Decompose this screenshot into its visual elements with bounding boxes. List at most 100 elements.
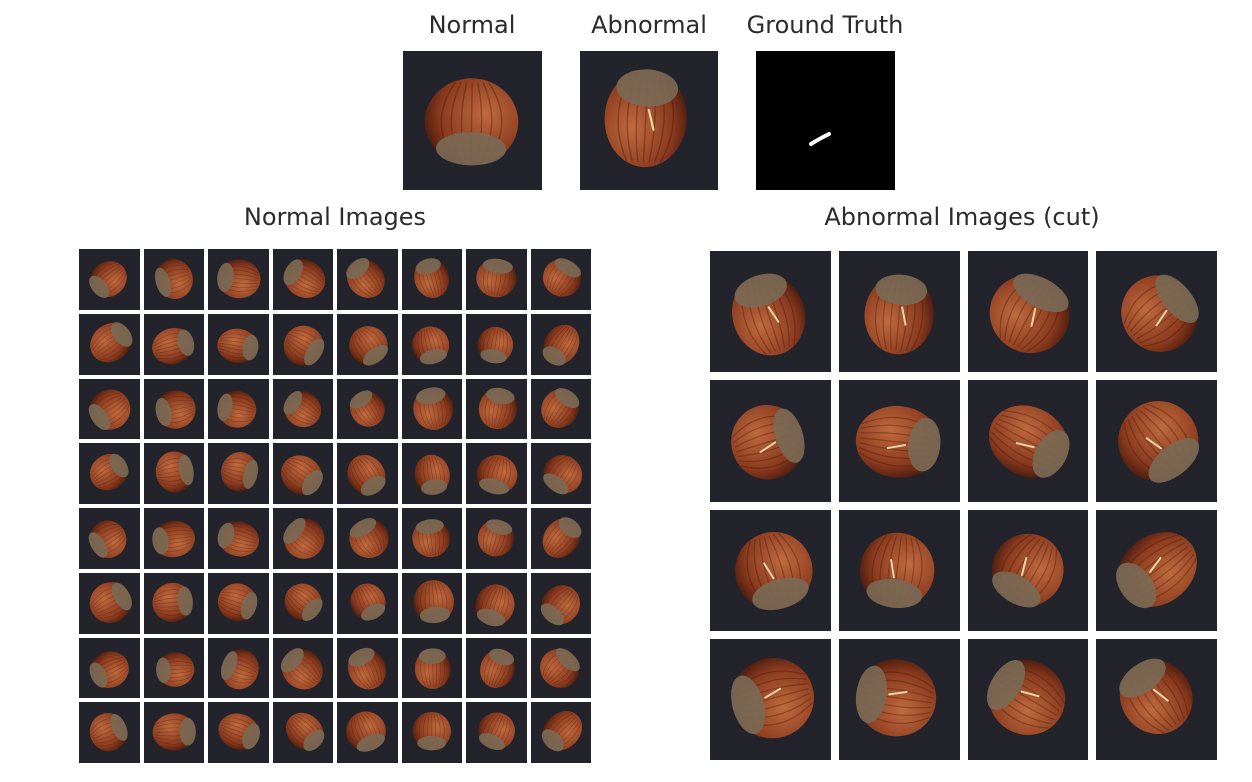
normal-grid-image [337,249,398,310]
abnormal-grid-hazelnut-svg [986,659,1065,735]
abnormal-grid-image [710,509,831,631]
abnormal-grid-image [838,638,960,760]
normal-grid-hazelnut-svg [280,647,323,689]
normal-grid-hazelnut-svg [151,327,194,364]
normal-grid-image [79,378,140,440]
abnormal-grid-hazelnut-svg [1119,658,1193,734]
normal-grid-hazelnut-svg [221,452,259,492]
normal-grid-hazelnut-svg [217,583,258,621]
abnormal-grid-hazelnut-svg [989,273,1070,354]
normal-grid-hazelnut-svg [414,647,451,689]
normal-grid-hazelnut-svg [154,258,193,300]
normal-grid-hazelnut-svg [412,712,451,751]
normal-grid-hazelnut-svg [478,712,516,751]
normal-grid-hazelnut-svg [88,520,127,558]
normal-grid-image [272,313,333,375]
normal-grid-image [337,443,398,504]
hazelnut-abnormal-svg [604,69,687,168]
normal-grid-image [79,702,140,763]
normal-grid-image [530,249,591,310]
abnormal-grid-image [1096,638,1217,760]
abnormal-grid-hazelnut-svg [859,532,935,608]
normal-grid-image [530,572,591,634]
normal-grid-hazelnut-svg [218,713,261,751]
defect-mask-svg [756,51,895,190]
normal-grid-hazelnut-svg [411,326,449,364]
abnormal-grid-image [967,251,1089,373]
normal-grid-hazelnut-svg [346,711,386,752]
normal-grid-image [143,313,204,375]
abnormal-grid-image [967,509,1089,631]
normal-grid-image [466,702,527,763]
normal-grid-image [143,249,204,310]
normal-grid-image [79,637,140,699]
normal-grid-image [337,637,398,699]
normal-grid-hazelnut-svg [89,453,129,491]
normal-images-title: Normal Images [243,203,427,231]
abnormal-grid-hazelnut-svg [732,273,806,356]
normal-grid-hazelnut-svg [282,390,321,427]
normal-grid-image [401,443,462,504]
normal-grid-hazelnut-svg [89,261,127,298]
normal-grid-hazelnut-svg [151,582,193,622]
normal-grid-image [79,249,140,310]
normal-grid-image [208,508,269,569]
abnormal-grid-hazelnut-svg [991,533,1064,607]
normal-grid-hazelnut-svg [282,517,324,559]
normal-grid-hazelnut-svg [478,387,518,429]
normal-grid-image [143,378,204,440]
normal-grid-image [466,508,527,569]
normal-grid-image [143,637,204,699]
normal-grid-image [272,443,333,504]
normal-grid-hazelnut-svg [88,389,131,430]
normal-grid-hazelnut-svg [347,455,386,496]
abnormal-grid-hazelnut-svg [731,405,805,480]
defect-region [809,132,831,146]
normal-grid-image [208,313,269,375]
normal-grid-image [272,508,333,569]
normal-grid-hazelnut-svg [476,258,517,298]
normal-grid-hazelnut-svg [477,326,514,364]
abnormal-grid-hazelnut-svg [1118,401,1200,483]
normal-grid-hazelnut-svg [477,519,515,557]
normal-grid-hazelnut-svg [285,713,324,752]
normal-grid-image [272,637,333,699]
normal-grid-hazelnut-svg [89,650,129,688]
abnormal-grid-hazelnut-svg [1121,274,1199,352]
abnormal-grid-image [838,509,960,631]
normal-grid-image [208,702,269,763]
normal-grid-image [272,572,333,634]
normal-grid-hazelnut-svg [155,651,194,687]
abnormal-grid-image [710,251,831,373]
normal-grid-hazelnut-svg [475,584,515,626]
normal-grid-image [401,508,462,569]
normal-grid-image [272,702,333,763]
normal-grid-image [466,378,527,440]
abnormal-grid-hazelnut-svg [731,657,814,739]
abnormal-grid-image [1096,509,1217,631]
ground-truth-mask [756,51,895,190]
normal-images-grid [79,249,591,763]
normal-grid-hazelnut-svg [413,258,449,298]
normal-grid-image [530,313,591,375]
normal-grid-image [143,572,204,634]
normal-grid-hazelnut-svg [90,322,133,363]
normal-grid-image [337,702,398,763]
normal-grid-image [401,313,462,375]
normal-grid-image [337,572,398,634]
normal-grid-image [272,249,333,310]
normal-grid-hazelnut-svg [89,581,132,623]
abnormal-grid-image [838,251,960,373]
normal-grid-image [530,443,591,504]
normal-grid-hazelnut-svg [217,328,259,363]
normal-grid-hazelnut-svg [542,324,579,366]
normal-grid-hazelnut-svg [155,389,196,429]
normal-grid-hazelnut-svg [284,583,323,621]
normal-grid-image [530,702,591,763]
normal-grid-image [337,508,398,569]
normal-grid-image [466,572,527,634]
normal-grid-image [208,249,269,310]
abnormal-grid-image [838,380,960,502]
abnormal-grid-image [710,638,831,760]
normal-grid-image [401,378,462,440]
